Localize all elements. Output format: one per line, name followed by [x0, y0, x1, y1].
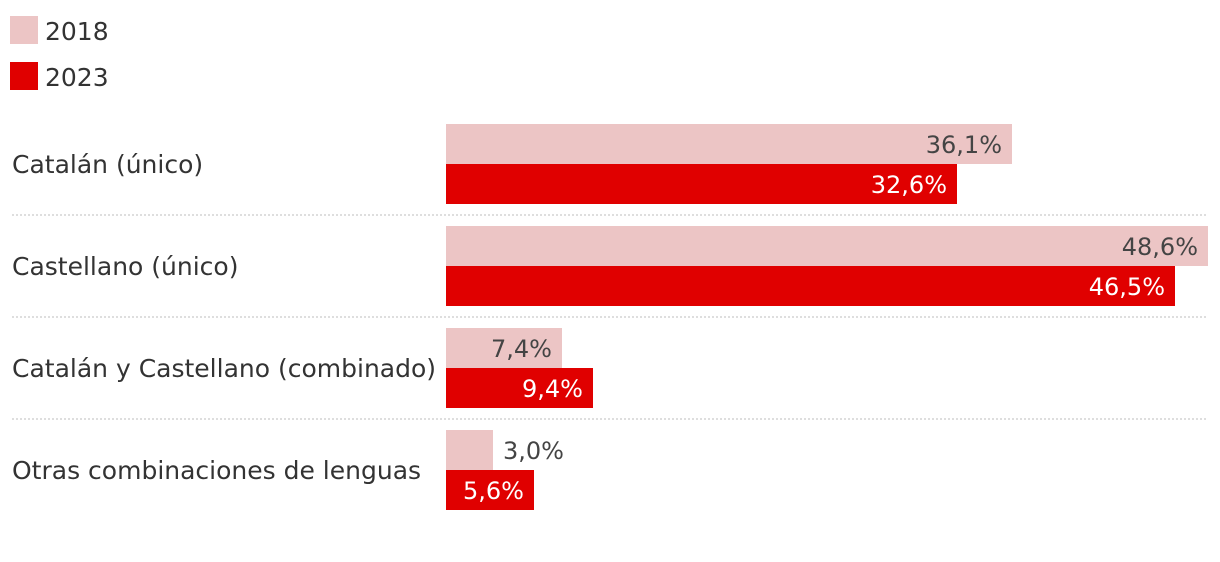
data-label: 36,1% — [926, 131, 1002, 159]
bar-2018 — [446, 328, 562, 368]
bar-2023 — [446, 368, 593, 408]
legend: 2018 2023 — [10, 16, 109, 92]
chart-rows: Catalán (único) 36,1% 32,6% Castellano (úni… — [12, 124, 1208, 510]
bar-2018 — [446, 430, 493, 470]
data-label: 5,6% — [463, 477, 524, 505]
data-label: 46,5% — [1089, 273, 1165, 301]
category-group: Catalán (único) 36,1% 32,6% — [12, 124, 1208, 216]
category-label: Castellano (único) — [12, 252, 238, 281]
bar-2023 — [446, 266, 1175, 306]
data-label: 32,6% — [871, 171, 947, 199]
legend-label-2018: 2018 — [45, 17, 109, 46]
bar-2018 — [446, 226, 1208, 266]
category-label: Catalán (único) — [12, 150, 203, 179]
category-group: Otras combinaciones de lenguas 3,0% 5,6% — [12, 430, 564, 510]
data-label: 9,4% — [522, 375, 583, 403]
category-label: Catalán y Castellano (combinado) — [12, 354, 436, 383]
data-label: 7,4% — [491, 335, 552, 363]
data-label: 3,0% — [503, 437, 564, 465]
bar-2018 — [446, 124, 1012, 164]
bar-2023 — [446, 470, 534, 510]
category-group: Catalán y Castellano (combinado) 7,4% 9,4% — [12, 328, 1208, 420]
category-group: Castellano (único) 48,6% 46,5% — [12, 226, 1208, 318]
legend-swatch-2018 — [10, 16, 38, 44]
legend-swatch-2023 — [10, 62, 38, 90]
category-label: Otras combinaciones de lenguas — [12, 456, 421, 485]
data-label: 48,6% — [1122, 233, 1198, 261]
bar-2023 — [446, 164, 957, 204]
legend-label-2023: 2023 — [45, 63, 109, 92]
